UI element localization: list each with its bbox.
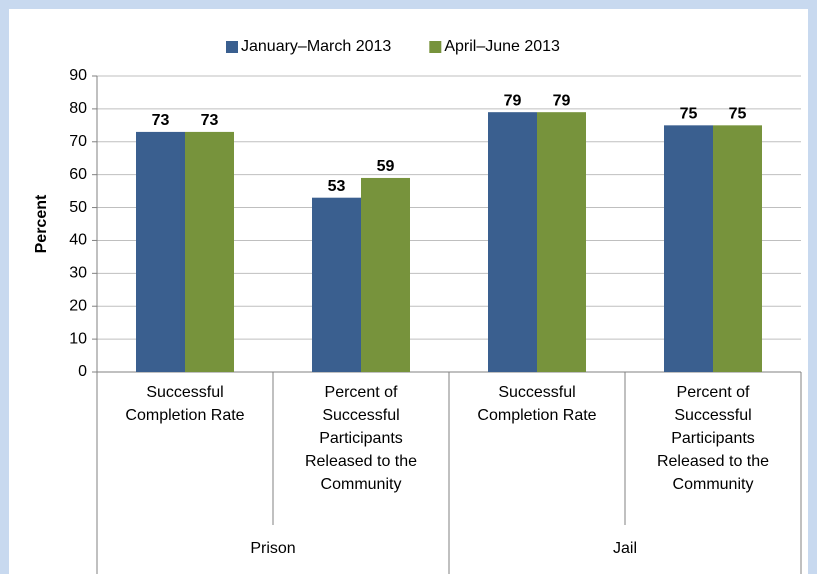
x-tick-label: Successful Completion Rate — [125, 384, 245, 424]
value-label: 79 — [504, 92, 522, 109]
y-tick-label: 20 — [69, 297, 87, 314]
y-tick-label: 30 — [69, 265, 87, 282]
legend-swatch — [226, 41, 238, 53]
value-label: 79 — [553, 92, 571, 109]
y-tick-label: 90 — [69, 67, 87, 84]
y-tick-label: 70 — [69, 133, 87, 150]
y-tick-label: 50 — [69, 199, 87, 216]
y-tick-label: 60 — [69, 166, 87, 183]
bar — [488, 112, 537, 372]
group-label: Jail — [613, 540, 637, 557]
x-tick-label: Successful Completion Rate — [477, 384, 597, 424]
bar — [713, 125, 762, 372]
x-tick-label: Percent of Successful Participants Relea… — [656, 384, 770, 493]
value-label: 73 — [152, 112, 170, 129]
value-label: 75 — [680, 106, 698, 123]
bar — [185, 131, 234, 372]
bar — [136, 131, 185, 372]
value-label: 73 — [201, 112, 219, 129]
y-axis-label: Percent — [33, 194, 50, 253]
bar — [312, 197, 361, 372]
legend-label: April–June 2013 — [444, 38, 560, 55]
value-label: 59 — [377, 158, 395, 175]
y-tick-label: 40 — [69, 232, 87, 249]
x-tick-label: Percent of Successful Participants Relea… — [304, 384, 418, 493]
group-label: Prison — [250, 540, 295, 557]
bar — [664, 125, 713, 372]
value-label: 75 — [729, 106, 747, 123]
legend-swatch — [429, 41, 442, 53]
legend-label: January–March 2013 — [241, 38, 391, 55]
value-label: 53 — [328, 178, 346, 195]
y-tick-label: 10 — [69, 330, 87, 347]
bar — [537, 112, 586, 372]
y-tick-label: 0 — [78, 363, 87, 380]
y-tick-label: 80 — [69, 100, 87, 117]
bar — [361, 177, 410, 372]
